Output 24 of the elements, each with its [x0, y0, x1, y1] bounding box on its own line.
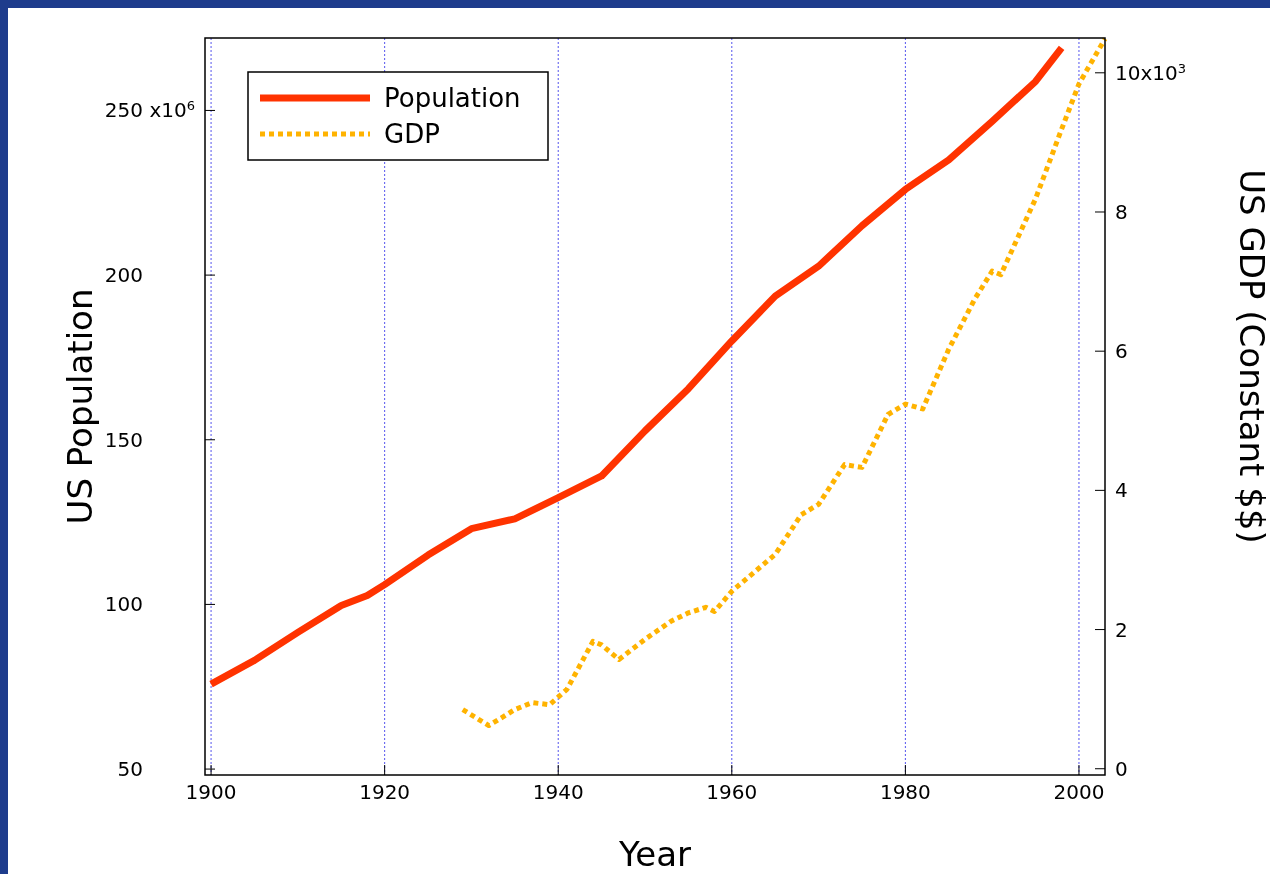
y-tick-label: 250 [104, 98, 143, 123]
x-tick-label: 1920 [359, 780, 411, 804]
y2-tick-label: 0 [1115, 756, 1128, 781]
text: x10$^{6}$ [149, 97, 195, 123]
y2-tick-label: 2 [1115, 617, 1128, 642]
legend-label: GDP [384, 119, 440, 149]
x-tick-label: 1940 [532, 780, 584, 804]
y-tick-label: 200 [104, 263, 143, 288]
y2-tick-label: 8 [1115, 199, 1128, 224]
x-tick-label: 1900 [185, 780, 237, 804]
text: x10$^{3}$ [1140, 60, 1186, 85]
y-tick-label: 100 [104, 592, 143, 617]
y2-tick-label: 4 [1115, 478, 1128, 503]
x-tick-label: 1960 [706, 780, 758, 804]
x-axis-title: Year [618, 834, 692, 874]
y2-axis-title: US GDP (Constant $$) [1232, 169, 1270, 544]
y-axis-title: US Population [60, 288, 100, 525]
x-tick-label: 2000 [1053, 780, 1105, 804]
y-tick-label: 50 [117, 757, 143, 782]
y2-tick-label: 10 [1115, 60, 1141, 85]
y-tick-label: 150 [104, 427, 143, 452]
x-tick-label: 1980 [879, 780, 931, 804]
y2-tick-label: 6 [1115, 339, 1128, 364]
legend-label: Population [384, 83, 521, 113]
